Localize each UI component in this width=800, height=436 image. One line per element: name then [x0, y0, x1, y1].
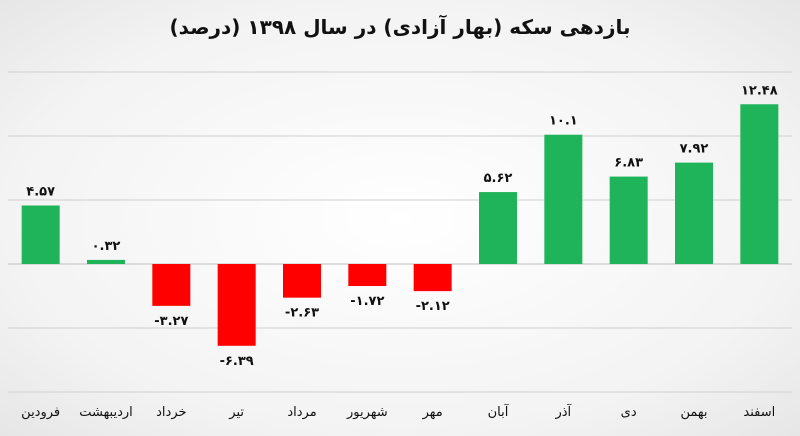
category-label: تیر: [228, 405, 244, 420]
bars: [21, 104, 779, 346]
data-label: ۵.۶۲: [484, 171, 513, 186]
data-label: -۶.۳۹: [220, 354, 254, 369]
data-label: -۲.۶۳: [285, 306, 319, 321]
data-label: -۳.۲۷: [154, 314, 188, 329]
category-label: خرداد: [156, 405, 186, 420]
bar: [87, 259, 125, 264]
data-label: -۱.۷۲: [350, 294, 384, 309]
bar: [152, 264, 191, 306]
bar: [609, 176, 648, 264]
bar: [283, 264, 321, 298]
value-labels: ۴.۵۷ ۰.۳۲ -۳.۲۷ -۶.۳۹ -۲.۶۳ -۱.۷۲ -۲.۱۲ ۵.۶۲ ۱۰.…: [26, 83, 777, 369]
data-label: ۱۰.۱: [549, 114, 578, 129]
data-label: ۷.۹۲: [680, 142, 709, 157]
category-labels: فرودین اردیبهشت خرداد تیر مرداد شهریور مهر آبان…: [21, 403, 775, 420]
category-label: اردیبهشت: [79, 405, 133, 420]
bar: [544, 134, 583, 264]
gridlines: [8, 71, 792, 393]
category-label: بهمن: [680, 405, 707, 420]
category-label: مهر: [422, 405, 443, 420]
data-label: ۴.۵۷: [26, 185, 55, 200]
data-label: ۰.۳۲: [92, 239, 121, 254]
bar: [348, 264, 387, 287]
bar: [413, 264, 452, 292]
bar: [740, 104, 779, 264]
category-label: شهریور: [346, 405, 388, 420]
category-label: آبان: [488, 403, 510, 420]
data-label: ۱۲.۴۸: [741, 83, 778, 98]
data-label: -۲.۱۲: [416, 299, 450, 314]
category-label: دی: [621, 405, 637, 420]
data-label: ۶.۸۳: [614, 156, 643, 171]
category-label: فرودین: [21, 405, 60, 420]
bar: [675, 162, 713, 264]
bar: [479, 192, 517, 264]
bar: [217, 264, 256, 346]
bar: [21, 205, 60, 264]
category-label: آذر: [554, 403, 572, 420]
chart-title: بازدهی سکه (بهار آزادی) در سال ۱۳۹۸ (درص…: [170, 14, 631, 39]
category-label: مرداد: [287, 405, 316, 420]
category-label: اسفند: [743, 405, 775, 420]
